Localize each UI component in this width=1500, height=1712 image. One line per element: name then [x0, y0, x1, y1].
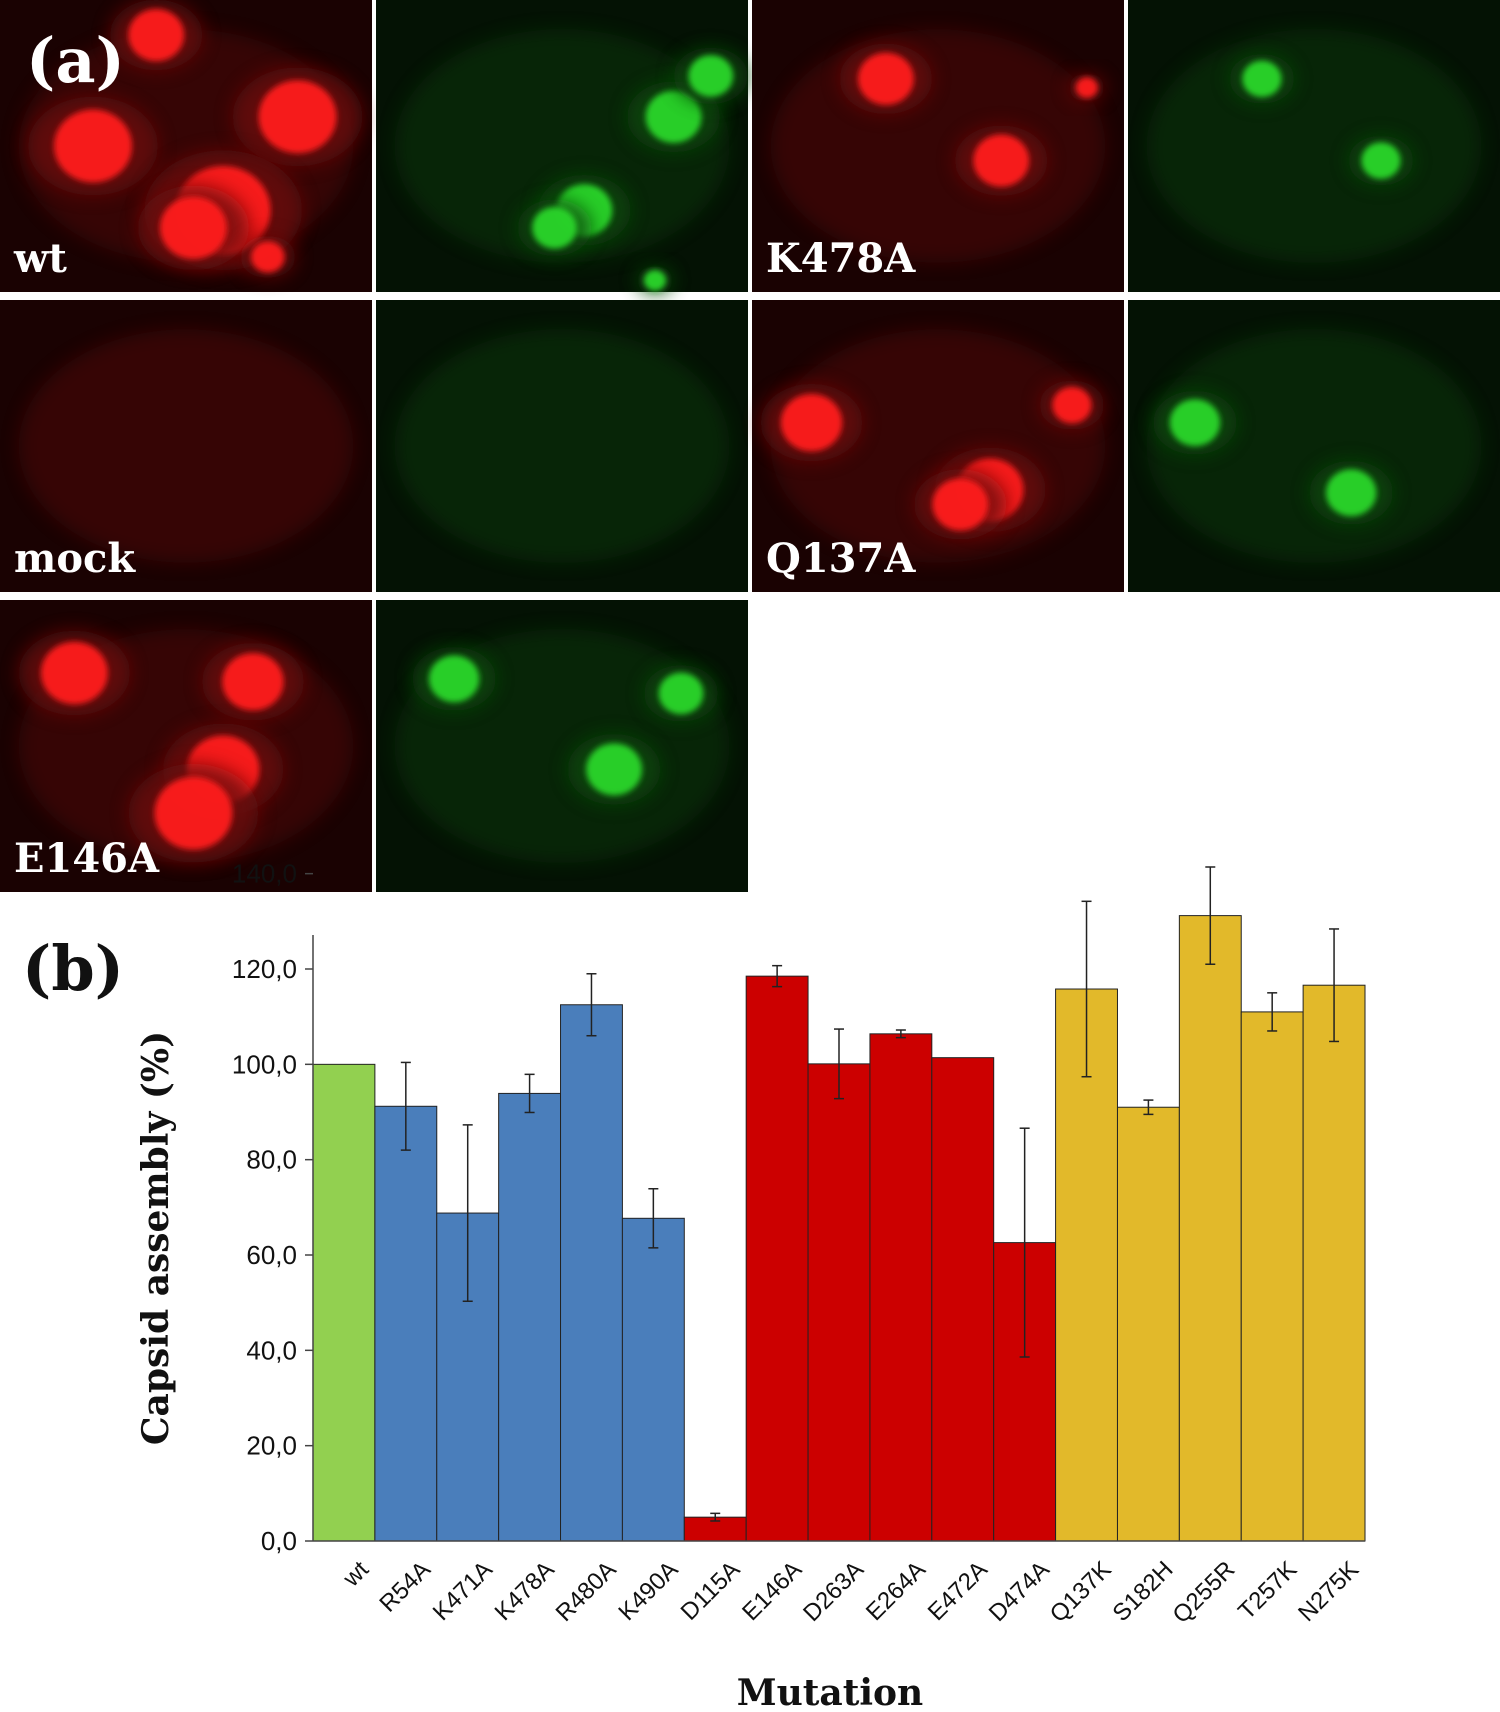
bar-k490a — [621, 1217, 685, 1542]
bar-e264a — [869, 1033, 933, 1542]
bar-wt — [312, 1063, 376, 1542]
bar-n275k — [1302, 984, 1366, 1542]
panel-b-label: (b) — [22, 932, 124, 1005]
error-bar-s182h — [1143, 1099, 1154, 1116]
error-bar-k478a — [524, 1073, 535, 1114]
x-tick-label: T257K — [1233, 1556, 1302, 1625]
micrograph-wt-green — [376, 0, 748, 295]
micrograph-label: Q137A — [766, 535, 916, 582]
y-ticks: 0,0 20,0 40,0 60,0 80,0 100,0 120,0 140,0 — [232, 859, 313, 1556]
micrograph-label: E146A — [14, 835, 160, 882]
bar-r54a — [374, 1105, 438, 1542]
micrograph-q137a-red — [752, 300, 1124, 592]
x-tick-label: E264A — [861, 1556, 931, 1626]
bar-k478a — [498, 1092, 562, 1542]
micrograph-label: mock — [14, 535, 136, 582]
bar-q255r — [1178, 915, 1242, 1542]
x-ticks: wt R54AK471AK478AR480AK490AD115AE146AD263… — [337, 1556, 1364, 1629]
error-bars — [400, 866, 1340, 1522]
bar-d263a — [807, 1063, 871, 1542]
x-tick-label: E146A — [737, 1556, 807, 1626]
micrograph-mock-green — [376, 300, 748, 592]
error-bar-r54a — [400, 1061, 411, 1151]
x-tick-label: wt — [337, 1556, 374, 1593]
bar-r480a — [560, 1004, 623, 1542]
error-bar-q137k — [1081, 900, 1092, 1078]
panel-a-microscopy-grid: wt K478A mock Q137A E146A — [0, 0, 1500, 892]
panel-a-label: (a) — [26, 24, 125, 97]
error-bar-e264a — [895, 1029, 906, 1039]
micrograph-label: wt — [13, 235, 67, 282]
y-axis-title: Capsid assembly (%) — [135, 1031, 177, 1445]
error-bar-e146a — [772, 964, 783, 988]
bar-t257k — [1240, 1011, 1304, 1542]
x-tick-label: Q137K — [1045, 1556, 1117, 1628]
micrograph-k478a-green — [1128, 0, 1500, 292]
y-tick-label: 100,0 — [232, 1049, 297, 1079]
x-axis-title: Mutation — [737, 1672, 923, 1712]
bar-e472a — [931, 1057, 995, 1542]
error-bar-r480a — [586, 973, 597, 1037]
x-tick-label: K471A — [428, 1556, 498, 1626]
micrograph-e146a-red — [0, 600, 372, 892]
micrograph-e146a-green — [376, 600, 748, 892]
y-tick-label: 0,0 — [261, 1526, 297, 1556]
error-bar-d263a — [834, 1028, 844, 1100]
x-tick-label: Q255R — [1168, 1556, 1241, 1629]
error-bar-d115a — [710, 1512, 721, 1522]
x-tick-label: D115A — [676, 1556, 746, 1626]
y-tick-label: 120,0 — [232, 954, 297, 984]
error-bar-q255r — [1205, 866, 1216, 965]
bars — [312, 915, 1366, 1542]
x-tick-label: R480A — [551, 1556, 622, 1627]
x-tick-label: E472A — [923, 1556, 993, 1626]
bar-s182h — [1116, 1106, 1180, 1542]
x-tick-label: K490A — [613, 1556, 683, 1626]
x-tick-label: S182H — [1108, 1556, 1179, 1627]
x-tick-label: R54A — [374, 1556, 436, 1618]
micrograph-mock-red — [0, 300, 372, 592]
x-tick-label: D474A — [984, 1556, 1055, 1627]
error-bar-d474a — [1019, 1127, 1030, 1358]
error-bar-k490a — [648, 1187, 659, 1249]
y-tick-label: 20,0 — [246, 1431, 297, 1461]
error-bar-t257k — [1267, 992, 1278, 1032]
x-tick-label: K478A — [490, 1556, 560, 1626]
y-tick-label: 80,0 — [246, 1145, 297, 1175]
panel-b-bar-chart: (b) 0,0 20,0 40,0 60,0 80,0 100,0 120,0 140,0 w… — [22, 859, 1366, 1712]
error-bar-k471a — [462, 1124, 473, 1302]
bar-e146a — [745, 975, 809, 1542]
micrograph-q137a-green — [1128, 300, 1500, 592]
x-tick-label: N275K — [1293, 1556, 1364, 1627]
micrograph-wt-red — [0, 0, 372, 292]
micrograph-label: K478A — [766, 235, 916, 282]
y-tick-label: 60,0 — [246, 1240, 297, 1270]
y-tick-label: 140,0 — [232, 859, 297, 889]
y-tick-label: 40,0 — [246, 1335, 297, 1365]
x-tick-label: D263A — [798, 1556, 869, 1627]
error-bar-n275k — [1329, 928, 1340, 1043]
micrograph-k478a-red — [752, 0, 1124, 292]
